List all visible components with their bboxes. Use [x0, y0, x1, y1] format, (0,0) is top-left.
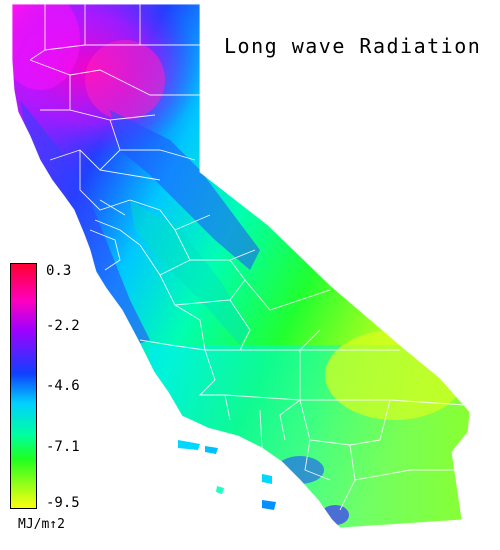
- color-scale-gradient: [11, 264, 36, 508]
- legend-tick-3: -4.6: [46, 378, 80, 394]
- legend-tick-min: -9.5: [46, 495, 80, 511]
- legend-tick-max: 0.3: [46, 263, 72, 279]
- channel-islands: [178, 440, 276, 510]
- legend-tick-2: -2.2: [46, 318, 80, 334]
- legend-tick-4: -7.1: [46, 439, 80, 455]
- map-title: Long wave Radiation: [224, 34, 482, 58]
- legend-units: MJ/m↑2: [18, 517, 65, 532]
- county-borders: [11, 3, 471, 529]
- color-scale-bar: [10, 263, 37, 509]
